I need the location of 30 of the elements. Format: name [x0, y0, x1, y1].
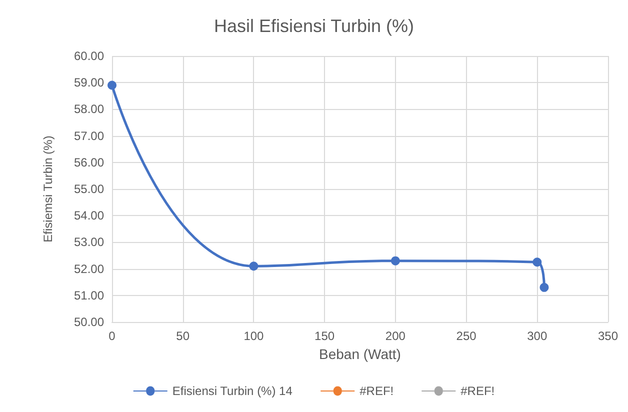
- point: [540, 282, 549, 292]
- legend-label: #REF!: [360, 384, 394, 398]
- y-axis-title: Efisiemsi Turbin (%): [41, 136, 55, 242]
- y-tick-label: 57.00: [74, 128, 104, 143]
- x-tick-label: 0: [108, 329, 116, 343]
- x-tick-label: 350: [598, 329, 618, 343]
- y-tick-label: 56.00: [74, 155, 104, 170]
- x-tick-label: 300: [527, 329, 548, 343]
- y-tick-label: 52.00: [74, 262, 104, 276]
- y-tick-label: 55.00: [74, 182, 104, 196]
- chart-title: Hasil Efisiensi Turbin (%): [214, 16, 414, 36]
- y-tick-label: 58.00: [74, 102, 104, 116]
- x-tick-label: 250: [456, 329, 477, 343]
- x-tick-label: 100: [244, 329, 264, 343]
- y-tick-label: 54.00: [74, 208, 104, 223]
- point: [108, 80, 116, 90]
- x-tick-label: 200: [385, 329, 406, 343]
- y-tick-label: 50.00: [74, 315, 104, 329]
- legend-label: #REF!: [460, 384, 495, 398]
- point: [532, 258, 542, 267]
- point: [249, 262, 258, 271]
- point: [390, 256, 400, 266]
- y-tick-label: 59.00: [74, 76, 104, 90]
- legend-label: Efisiensi Turbin (%) 14: [172, 384, 293, 398]
- y-tick-label: 60.00: [74, 49, 104, 63]
- x-axis-title: Beban (Watt): [319, 346, 401, 362]
- x-tick-label: 50: [176, 329, 190, 343]
- y-tick-label: 51.00: [74, 288, 104, 302]
- x-tick-label: 150: [314, 329, 335, 343]
- y-tick-label: 53.00: [74, 235, 104, 250]
